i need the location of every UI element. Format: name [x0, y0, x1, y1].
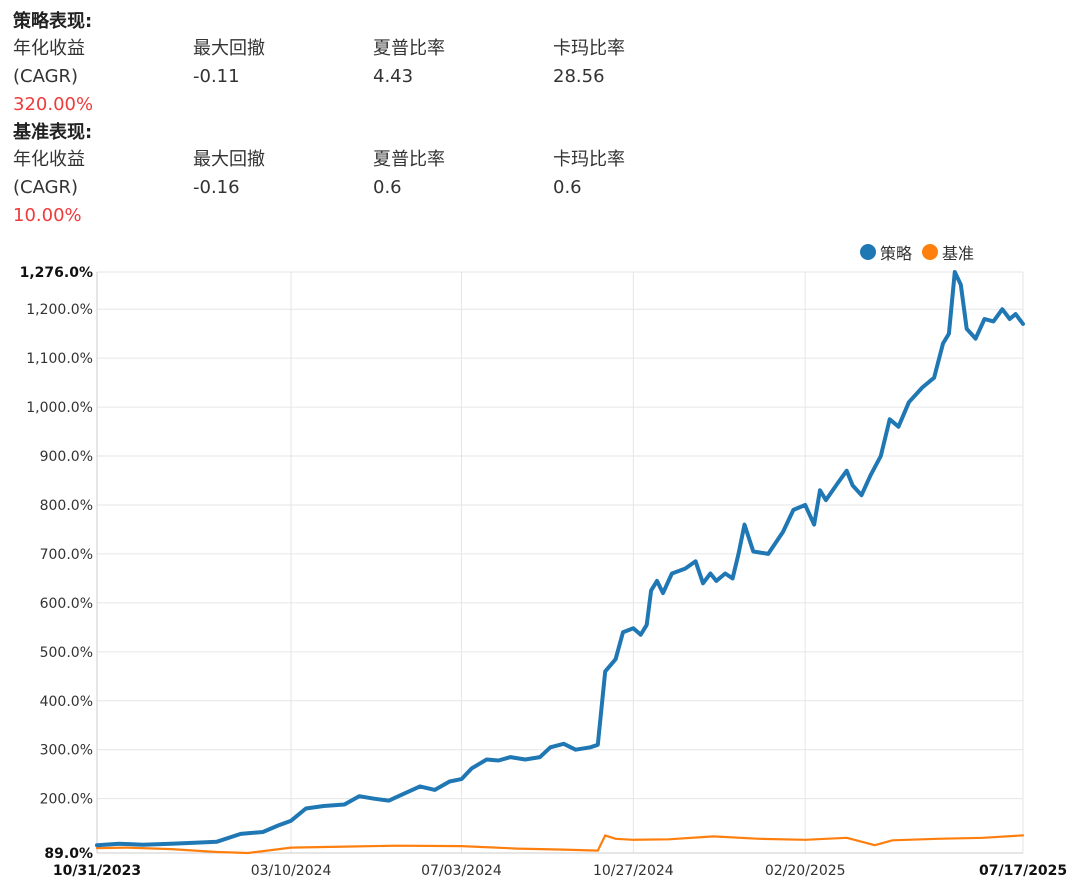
- benchmark-line: [95, 834, 1025, 855]
- benchmark-sharpe-value: 0.6: [373, 177, 402, 198]
- benchmark-mdd-label: 最大回撤: [193, 149, 265, 170]
- x-tick-label: 03/10/2024: [251, 863, 332, 878]
- y-tick-label: 1,000.0%: [26, 400, 93, 416]
- y-tick-label: 1,100.0%: [26, 351, 93, 367]
- legend-benchmark-label: 基准: [942, 244, 975, 263]
- strategy-calmar-label: 卡玛比率: [553, 38, 625, 59]
- y-tick-label: 800.0%: [40, 498, 93, 514]
- benchmark-calmar-label: 卡玛比率: [553, 149, 625, 170]
- y-tick-label: 1,200.0%: [26, 302, 93, 318]
- benchmark-label-row: 年化收益 最大回撤 夏普比率 卡玛比率: [13, 146, 773, 174]
- y-tick-label: 700.0%: [40, 547, 93, 563]
- series-layer: [95, 270, 1025, 855]
- y-axis-ticks: 89.0% 200.0% 300.0% 400.0% 500.0% 600.0% 700.0…: [20, 265, 93, 862]
- strategy-calmar-value: 28.56: [553, 66, 605, 87]
- strategy-cagr-value: 320.00%: [13, 94, 94, 115]
- benchmark-cagr-label-2: (CAGR): [13, 177, 79, 198]
- chart-legend: 策略 基准: [860, 240, 984, 264]
- y-tick-label: 600.0%: [40, 596, 93, 612]
- strategy-line: [95, 270, 1025, 848]
- x-tick-label: 02/20/2025: [765, 863, 846, 878]
- y-tick-label: 400.0%: [40, 694, 93, 710]
- x-tick-label: 10/27/2024: [593, 863, 674, 878]
- strategy-value-row: (CAGR) -0.11 4.43 28.56: [13, 63, 773, 91]
- benchmark-mdd-value: -0.16: [193, 177, 240, 198]
- y-tick-label: 300.0%: [40, 743, 93, 759]
- y-tick-label: 89.0%: [44, 846, 93, 862]
- strategy-sharpe-label: 夏普比率: [373, 38, 445, 59]
- x-axis-ticks: 10/31/2023 03/10/2024 07/03/2024 10/27/2024…: [53, 863, 1067, 878]
- y-tick-label: 500.0%: [40, 645, 93, 661]
- x-tick-label: 07/17/2025: [979, 863, 1067, 878]
- strategy-cagr-row: 320.00%: [13, 91, 773, 119]
- strategy-sharpe-value: 4.43: [373, 66, 414, 87]
- y-tick-label: 900.0%: [40, 449, 93, 465]
- benchmark-calmar-value: 0.6: [553, 177, 582, 198]
- legend-benchmark-dot-icon: [922, 244, 939, 260]
- benchmark-title: 基准表现:: [13, 122, 93, 143]
- stats-panel: 策略表现: 年化收益 最大回撤 夏普比率 卡玛比率 (CAGR) -0.11 4…: [13, 8, 773, 230]
- benchmark-cagr-value: 10.00%: [13, 205, 82, 226]
- legend-item-strategy[interactable]: 策略: [860, 240, 912, 264]
- benchmark-value-row: (CAGR) -0.16 0.6 0.6: [13, 174, 773, 202]
- strategy-cagr-label-2: (CAGR): [13, 66, 79, 87]
- benchmark-cagr-label: 年化收益: [13, 149, 85, 170]
- legend-item-benchmark[interactable]: 基准: [922, 240, 974, 264]
- strategy-title: 策略表现:: [13, 11, 93, 32]
- x-tick-label: 10/31/2023: [53, 863, 141, 878]
- legend-strategy-label: 策略: [880, 244, 913, 263]
- strategy-mdd-label: 最大回撤: [193, 38, 265, 59]
- x-tick-label: 07/03/2024: [421, 863, 502, 878]
- strategy-mdd-value: -0.11: [193, 66, 240, 87]
- y-tick-label: 200.0%: [40, 792, 93, 808]
- strategy-label-row: 年化收益 最大回撤 夏普比率 卡玛比率: [13, 35, 773, 63]
- benchmark-cagr-row: 10.00%: [13, 202, 773, 230]
- grid-layer: [96, 271, 1024, 854]
- y-tick-label: 1,276.0%: [20, 265, 93, 281]
- benchmark-sharpe-label: 夏普比率: [373, 149, 445, 170]
- strategy-cagr-label: 年化收益: [13, 38, 85, 59]
- legend-strategy-dot-icon: [860, 244, 876, 260]
